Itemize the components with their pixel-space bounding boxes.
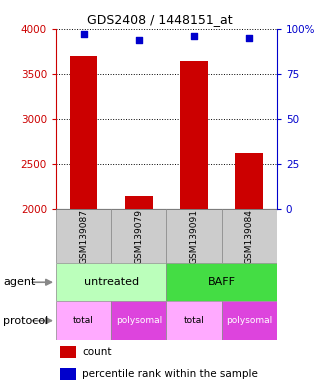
- Text: total: total: [184, 316, 204, 325]
- Bar: [56, 209, 111, 263]
- Text: GSM139079: GSM139079: [134, 209, 143, 264]
- Bar: [111, 209, 166, 263]
- Text: GDS2408 / 1448151_at: GDS2408 / 1448151_at: [87, 13, 233, 26]
- Bar: [236, 153, 263, 209]
- Point: [81, 31, 86, 37]
- Bar: [125, 196, 153, 209]
- Bar: [180, 61, 208, 209]
- Text: GSM139084: GSM139084: [245, 209, 254, 263]
- Bar: [166, 301, 222, 340]
- Bar: [222, 301, 277, 340]
- Text: polysomal: polysomal: [116, 316, 162, 325]
- Bar: [111, 301, 166, 340]
- Text: polysomal: polysomal: [226, 316, 272, 325]
- Bar: [56, 301, 111, 340]
- Text: GSM139091: GSM139091: [189, 209, 198, 264]
- Text: agent: agent: [3, 277, 36, 287]
- Text: BAFF: BAFF: [208, 277, 236, 287]
- Bar: [166, 209, 222, 263]
- Bar: [56, 263, 166, 301]
- Point: [247, 35, 252, 41]
- Bar: [60, 346, 76, 358]
- Point: [191, 33, 196, 39]
- Text: percentile rank within the sample: percentile rank within the sample: [83, 369, 258, 379]
- Text: protocol: protocol: [3, 316, 48, 326]
- Point: [136, 36, 141, 43]
- Text: GSM139087: GSM139087: [79, 209, 88, 264]
- Bar: [60, 368, 76, 381]
- Bar: [166, 263, 277, 301]
- Text: total: total: [73, 316, 94, 325]
- Text: count: count: [83, 347, 112, 357]
- Bar: [70, 56, 97, 209]
- Text: untreated: untreated: [84, 277, 139, 287]
- Bar: [222, 209, 277, 263]
